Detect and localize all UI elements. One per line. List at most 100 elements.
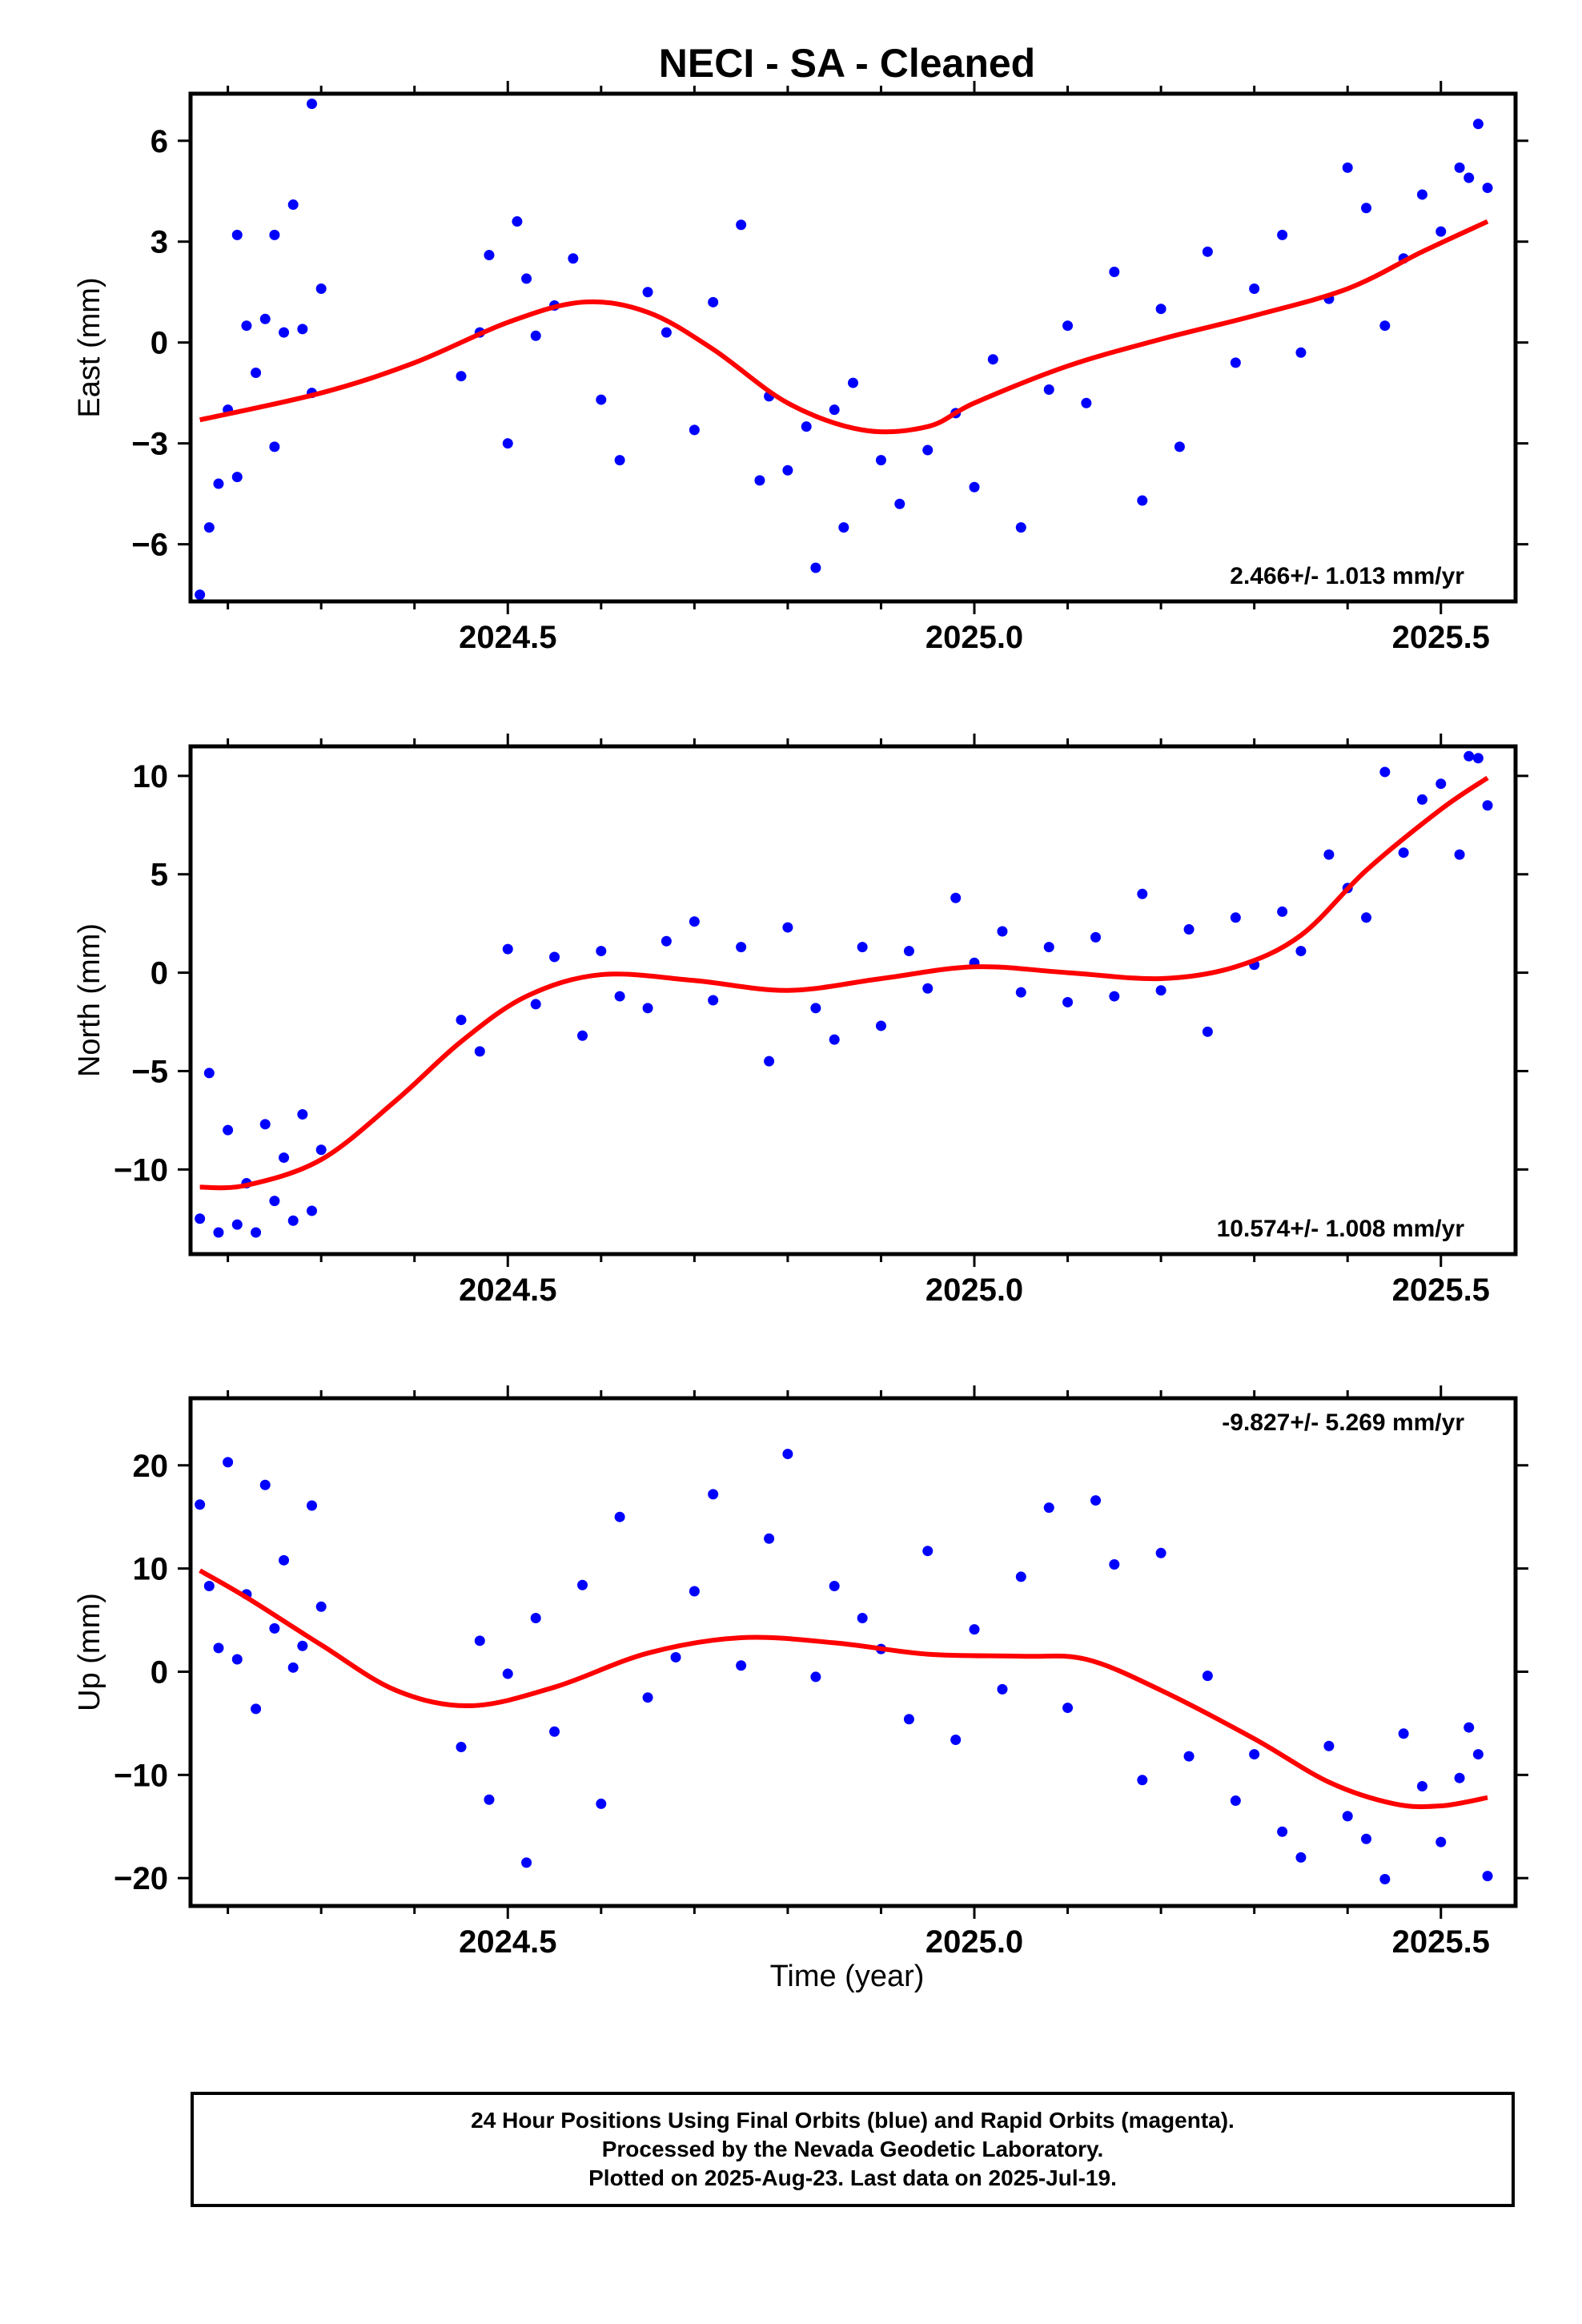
- data-point: [1137, 495, 1148, 506]
- x-tick-label: 2025.0: [926, 1273, 1023, 1308]
- data-point: [1109, 267, 1120, 278]
- data-point: [1277, 906, 1288, 917]
- data-point: [521, 1857, 532, 1868]
- data-point: [315, 1144, 327, 1156]
- data-point: [969, 1624, 980, 1635]
- data-point: [661, 935, 672, 947]
- data-point: [661, 327, 672, 338]
- data-point: [1295, 1852, 1307, 1863]
- data-point: [1202, 246, 1213, 257]
- data-point: [1416, 1781, 1427, 1792]
- data-point: [307, 1500, 318, 1511]
- data-point: [829, 404, 840, 416]
- data-point: [549, 1726, 560, 1737]
- x-tick-label: 2025.5: [1392, 1273, 1490, 1308]
- data-point: [997, 1683, 1008, 1695]
- y-tick-label: 20: [133, 1449, 169, 1484]
- data-point: [736, 942, 747, 953]
- data-point: [269, 1622, 280, 1634]
- data-point: [259, 1479, 271, 1490]
- data-point: [614, 991, 625, 1002]
- data-point: [259, 313, 271, 324]
- data-point: [1043, 942, 1054, 953]
- data-point: [857, 1612, 868, 1623]
- data-point: [848, 377, 858, 388]
- data-point: [1342, 162, 1353, 173]
- data-point: [875, 455, 886, 466]
- data-point: [502, 438, 513, 449]
- data-point: [1379, 320, 1391, 332]
- data-point: [1062, 320, 1074, 332]
- data-point: [456, 1015, 467, 1026]
- data-point: [1464, 750, 1475, 762]
- data-point: [1323, 849, 1335, 860]
- data-point: [1062, 996, 1074, 1007]
- data-point: [1230, 357, 1241, 368]
- footer-line-processor: Processed by the Nevada Geodetic Laborat…: [601, 2137, 1104, 2161]
- data-point: [577, 1030, 588, 1041]
- data-point: [307, 99, 318, 110]
- data-point: [213, 1227, 224, 1238]
- data-point: [530, 999, 541, 1010]
- data-point: [782, 464, 793, 476]
- data-point: [1155, 1547, 1166, 1558]
- y-tick-label: 10: [133, 759, 169, 794]
- data-point: [269, 1196, 280, 1207]
- data-point: [1043, 384, 1054, 395]
- y-tick-label: −5: [131, 1054, 168, 1089]
- data-point: [241, 320, 252, 332]
- data-point: [1454, 849, 1465, 860]
- data-point: [1109, 1558, 1120, 1570]
- data-point: [1435, 778, 1447, 790]
- data-point: [1015, 1571, 1026, 1582]
- data-point: [1361, 203, 1372, 214]
- data-point: [203, 522, 215, 533]
- data-point: [223, 1457, 234, 1468]
- data-point: [502, 1668, 513, 1679]
- data-point: [1202, 1026, 1213, 1037]
- data-point: [456, 1742, 467, 1753]
- plot-frame: [188, 91, 1518, 604]
- data-point: [764, 1055, 775, 1067]
- data-point: [922, 444, 934, 456]
- data-point: [894, 498, 905, 509]
- data-point: [1398, 1728, 1409, 1739]
- data-point: [251, 1703, 262, 1715]
- plot-frame: [188, 744, 1518, 1256]
- data-point: [736, 1660, 747, 1671]
- y-tick-label: −6: [131, 528, 168, 563]
- data-point: [195, 1213, 206, 1224]
- data-point: [1361, 1833, 1372, 1844]
- data-point: [1015, 987, 1026, 998]
- data-point: [502, 943, 513, 955]
- data-point: [474, 1046, 485, 1057]
- data-point: [708, 296, 719, 308]
- data-point: [1416, 794, 1427, 805]
- data-point: [754, 475, 765, 486]
- y-tick-label: 6: [151, 124, 168, 159]
- panels: 2024.5 2025.0 2025.5 −6 −3 0 3 6 2.466+/- 1.013 …: [73, 81, 1528, 1960]
- data-point: [1361, 912, 1372, 923]
- data-point: [1464, 1722, 1475, 1733]
- data-point: [875, 1020, 886, 1031]
- data-point: [903, 1714, 914, 1725]
- data-point: [269, 229, 280, 240]
- plot-frame: [188, 1396, 1518, 1908]
- data-point: [997, 926, 1008, 937]
- data-point: [231, 1219, 243, 1230]
- data-point: [689, 424, 700, 436]
- data-point: [223, 1124, 234, 1136]
- data-point: [950, 1735, 962, 1746]
- data-point: [642, 1692, 653, 1703]
- data-point: [922, 983, 934, 994]
- data-point: [1109, 991, 1120, 1002]
- fit-curve-up: [199, 1568, 1488, 1810]
- data-point: [195, 589, 206, 601]
- data-point: [1472, 119, 1484, 130]
- data-point: [1379, 1873, 1391, 1884]
- data-point: [1454, 1772, 1465, 1783]
- data-point: [1202, 1671, 1213, 1682]
- data-point: [1230, 912, 1241, 923]
- panel-up: 2024.5 2025.0 2025.5 −20 −10 0 10 20 -9.827+/- 5…: [73, 1385, 1528, 1960]
